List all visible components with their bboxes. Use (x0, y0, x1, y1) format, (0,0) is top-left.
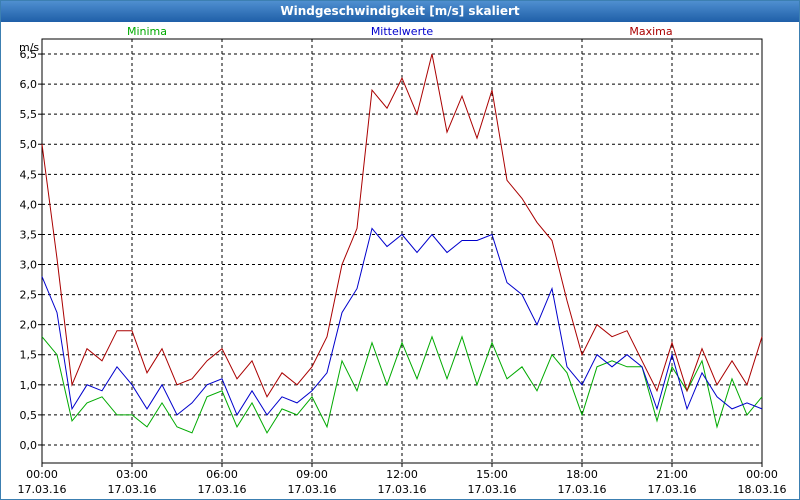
x-tick-date: 17.03.16 (468, 483, 517, 496)
y-tick-label: 4,5 (20, 168, 38, 181)
y-tick-label: 5,0 (20, 138, 38, 151)
y-tick-label: 6,0 (20, 78, 38, 91)
series-line-mittelwerte (41, 227, 763, 416)
x-tick-time: 06:00 (206, 468, 238, 481)
y-tick-label: 1,5 (20, 349, 38, 362)
y-tick-label: 3,5 (20, 228, 38, 241)
wind-speed-chart: 0,0 0,5 1,0 1,5 2,0 2,5 3,0 3,5 4,0 4,5 5,0 5,5 6,0 6… (18, 25, 787, 496)
x-tick-date: 17.03.16 (18, 483, 67, 496)
y-tick-label: 2,5 (20, 289, 38, 302)
x-tick-date: 17.03.16 (378, 483, 427, 496)
y-tick-label: 3,0 (20, 259, 38, 272)
y-tick-label: 0,5 (20, 409, 38, 422)
x-tick-date: 18.03.16 (738, 483, 787, 496)
legend-minima: Minima (127, 25, 167, 38)
y-tick-label: 6,5 (20, 48, 38, 61)
x-tick-time: 00:00 (26, 468, 58, 481)
x-tick-date: 17.03.16 (648, 483, 697, 496)
x-tick-time: 00:00 (746, 468, 778, 481)
series-line-maxima (41, 53, 763, 398)
y-tick-label: 0,0 (20, 439, 38, 452)
x-tick-time: 18:00 (566, 468, 598, 481)
x-tick-date: 17.03.16 (558, 483, 607, 496)
legend-mittelwerte: Mittelwerte (371, 25, 434, 38)
x-tick-date: 17.03.16 (108, 483, 157, 496)
y-tick-label: 5,5 (20, 108, 38, 121)
window-title: Windgeschwindigkeit [m/s] skaliert (1, 1, 799, 22)
x-tick-time: 03:00 (116, 468, 148, 481)
y-tick-label: 1,0 (20, 379, 38, 392)
y-tick-label: 4,0 (20, 198, 38, 211)
x-tick-time: 12:00 (386, 468, 418, 481)
x-tick-time: 09:00 (296, 468, 328, 481)
x-tick-date: 17.03.16 (198, 483, 247, 496)
y-tick-label: 2,0 (20, 319, 38, 332)
x-tick-date: 17.03.16 (288, 483, 337, 496)
y-axis-label: m/s (19, 41, 39, 54)
legend-maxima: Maxima (629, 25, 672, 38)
x-tick-time: 21:00 (656, 468, 688, 481)
x-tick-time: 15:00 (476, 468, 508, 481)
